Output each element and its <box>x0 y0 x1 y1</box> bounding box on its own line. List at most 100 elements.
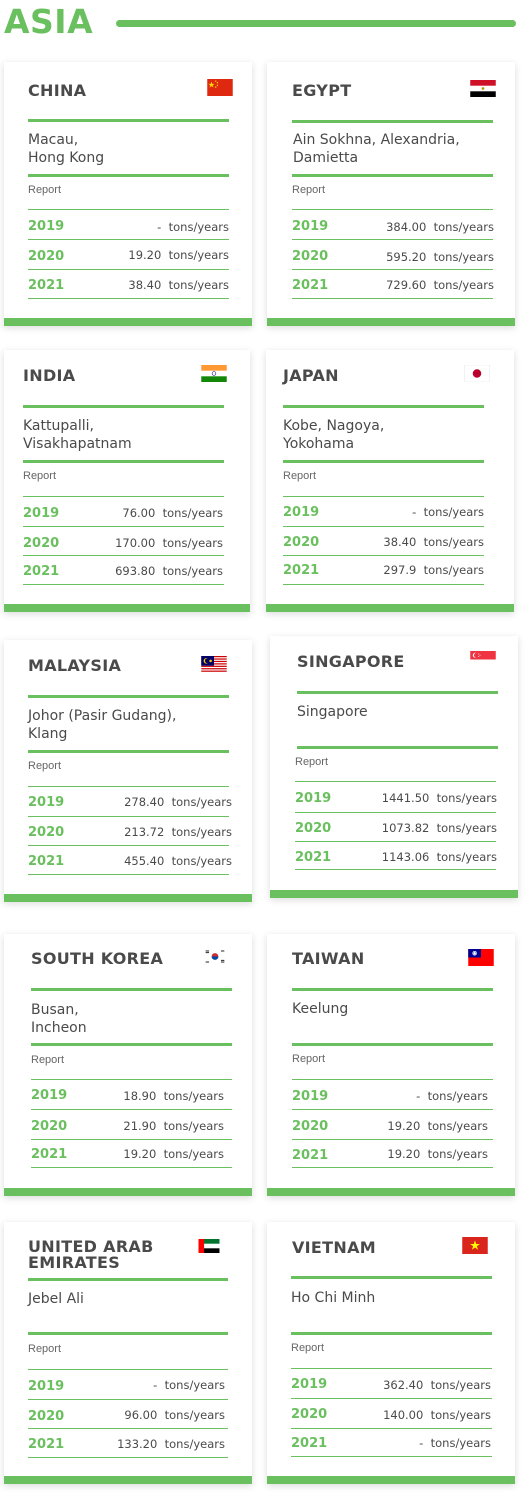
ports-text: Kattupalli, Visakhapatnam <box>23 418 132 452</box>
row-divider <box>292 209 493 210</box>
card-divider <box>291 1276 492 1279</box>
country-card-vietnam: VIETNAM Ho Chi Minh Report 2019 362.40 t… <box>267 1222 515 1484</box>
country-name: MALAYSIA <box>28 656 122 675</box>
value-cell: 1441.50 tons/years <box>381 791 497 805</box>
card-divider <box>292 1043 493 1046</box>
row-divider <box>28 1369 228 1370</box>
value-cell: 19.20 tons/years <box>123 1147 224 1161</box>
ports-text: Johor (Pasir Gudang), Klang <box>28 708 177 742</box>
value-cell: 362.40 tons/years <box>383 1378 491 1392</box>
value-cell: 38.40 tons/years <box>383 535 484 549</box>
year-label: 2021 <box>31 1147 68 1162</box>
region-title: ASIA <box>4 2 94 41</box>
year-label: 2019 <box>28 795 65 810</box>
country-card-uae: UNITED ARAB EMIRATES Jebel Ali Report 20… <box>4 1222 252 1484</box>
ports-text: Kobe, Nagoya, Yokohama <box>283 418 385 452</box>
row-divider <box>292 239 493 240</box>
report-label: Report <box>28 760 62 772</box>
row-divider <box>28 298 229 299</box>
row-divider <box>291 1398 492 1399</box>
row-divider <box>28 874 229 875</box>
ports-text: Jebel Ali <box>28 1291 84 1307</box>
report-label: Report <box>292 184 326 196</box>
value-cell: 19.20 tons/years <box>387 1147 488 1161</box>
japan-flag-icon <box>464 365 490 382</box>
year-label: 2021 <box>283 563 320 578</box>
card-divider <box>28 1332 228 1335</box>
value-cell: 133.20 tons/years <box>117 1437 225 1451</box>
value-cell: 21.90 tons/years <box>123 1119 224 1133</box>
india-flag-icon <box>201 365 227 382</box>
ports-text: Keelung <box>292 1001 349 1017</box>
year-label: 2021 <box>292 278 329 293</box>
year-label: 2019 <box>28 219 65 234</box>
card-footer-bar <box>4 1476 252 1484</box>
card-divider <box>23 405 224 408</box>
value-cell: 455.40 tons/years <box>124 854 232 868</box>
report-label: Report <box>292 1053 326 1065</box>
row-divider <box>291 1428 492 1429</box>
year-label: 2019 <box>292 1089 329 1104</box>
report-label: Report <box>283 470 317 482</box>
row-divider <box>28 816 229 817</box>
row-divider <box>292 1167 493 1168</box>
card-divider <box>28 750 229 753</box>
value-cell: 595.20 tons/years <box>386 250 494 264</box>
country-card-egypt: EGYPT Ain Sokhna, Alexandria, Damietta R… <box>267 62 515 326</box>
card-divider <box>291 1332 492 1335</box>
year-label: 2019 <box>295 791 332 806</box>
year-label: 2020 <box>292 1119 329 1134</box>
card-divider <box>283 405 484 408</box>
card-divider <box>292 988 493 991</box>
row-divider <box>31 1079 232 1080</box>
row-divider <box>31 1139 232 1140</box>
ports-text: Macau, Hong Kong <box>28 132 105 166</box>
card-divider <box>28 1278 228 1281</box>
year-label: 2020 <box>28 1409 65 1424</box>
country-name: SINGAPORE <box>297 652 405 671</box>
value-cell: 38.40 tons/years <box>128 278 229 292</box>
value-cell: - tons/years <box>419 1436 491 1450</box>
card-footer-bar <box>267 1476 515 1484</box>
year-label: 2020 <box>23 536 60 551</box>
row-divider <box>283 584 484 585</box>
ports-text: Ain Sokhna, Alexandria, Damietta <box>293 132 460 166</box>
row-divider <box>292 1079 493 1080</box>
row-divider <box>295 869 496 870</box>
card-divider <box>28 119 229 122</box>
card-divider <box>292 174 493 177</box>
row-divider <box>283 526 484 527</box>
row-divider <box>28 1399 228 1400</box>
country-name: UNITED ARAB EMIRATES <box>28 1237 154 1272</box>
value-cell: - tons/years <box>412 505 484 519</box>
year-label: 2019 <box>28 1379 65 1394</box>
card-footer-bar <box>267 1188 515 1196</box>
value-cell: 1073.82 tons/years <box>381 821 497 835</box>
card-footer-bar <box>4 1188 252 1196</box>
country-name: INDIA <box>23 366 76 385</box>
row-divider <box>295 781 496 782</box>
ports-text: Busan, Incheon <box>31 1002 87 1036</box>
card-footer-bar <box>4 318 252 326</box>
value-cell: 729.60 tons/years <box>386 278 494 292</box>
value-cell: 297.9 tons/years <box>383 563 484 577</box>
row-divider <box>23 584 224 585</box>
card-divider <box>23 460 224 463</box>
value-cell: 19.20 tons/years <box>387 1119 488 1133</box>
row-divider <box>283 496 484 497</box>
year-label: 2021 <box>291 1436 328 1451</box>
year-label: 2021 <box>295 850 332 865</box>
vietnam-flag-icon <box>462 1237 488 1254</box>
value-cell: - tons/years <box>153 1378 225 1392</box>
malaysia-flag-icon <box>201 656 227 673</box>
taiwan-flag-icon <box>468 949 494 966</box>
south-korea-flag-icon <box>202 948 228 965</box>
year-label: 2020 <box>31 1119 68 1134</box>
report-label: Report <box>31 1054 65 1066</box>
country-name: TAIWAN <box>292 949 365 968</box>
card-divider <box>31 1043 232 1046</box>
row-divider <box>31 1167 232 1168</box>
country-name: SOUTH KOREA <box>31 949 164 968</box>
report-label: Report <box>291 1342 325 1354</box>
country-name: JAPAN <box>283 366 339 385</box>
